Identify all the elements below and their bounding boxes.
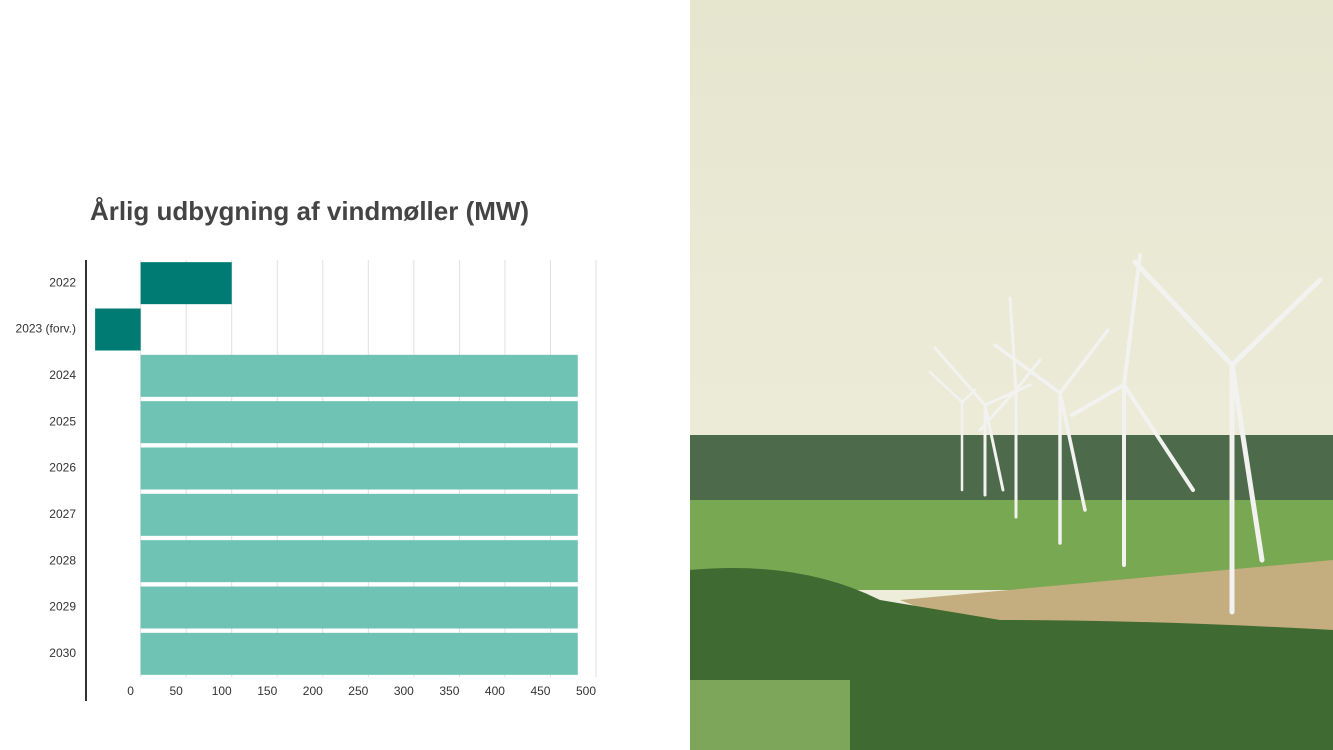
field-dry — [900, 560, 1333, 640]
bar — [140, 401, 578, 444]
x-tick-label: 450 — [530, 684, 550, 698]
x-tick-label: 500 — [576, 684, 596, 698]
y-tick-label: 2023 (forv.) — [16, 322, 76, 336]
y-tick-label: 2029 — [49, 600, 76, 614]
bar — [140, 354, 578, 397]
x-tick-label: 350 — [439, 684, 459, 698]
y-tick-label: 2024 — [49, 368, 76, 382]
bar — [95, 308, 141, 351]
bar — [140, 447, 578, 490]
chart-title: Årlig udbygning af vindmøller (MW) — [90, 196, 529, 226]
x-tick-label: 250 — [348, 684, 368, 698]
y-tick-label: 2028 — [49, 553, 76, 567]
y-tick-label: 2022 — [49, 275, 76, 289]
x-tick-label: 100 — [212, 684, 232, 698]
bar — [140, 540, 578, 583]
turbines — [928, 253, 1323, 615]
y-tick-label: 2030 — [49, 646, 76, 660]
x-tick-label: 300 — [394, 684, 414, 698]
x-tick-label: 0 — [127, 684, 134, 698]
y-tick-label: 2025 — [49, 414, 76, 428]
bar — [140, 586, 578, 629]
bar — [140, 262, 232, 305]
y-tick-label: 2026 — [49, 461, 76, 475]
x-tick-label: 400 — [485, 684, 505, 698]
photo — [690, 0, 1333, 750]
bar — [140, 493, 578, 536]
y-tick-label: 2027 — [49, 507, 76, 521]
x-tick-label: 200 — [303, 684, 323, 698]
plot: 0 50 100 150 200 250 300 350 400 450 500 2022 2023 (… — [16, 260, 597, 701]
x-tick-label: 50 — [169, 684, 183, 698]
meadow — [690, 680, 850, 750]
bar — [140, 632, 578, 675]
x-tick-label: 150 — [257, 684, 277, 698]
forest — [690, 568, 1333, 750]
